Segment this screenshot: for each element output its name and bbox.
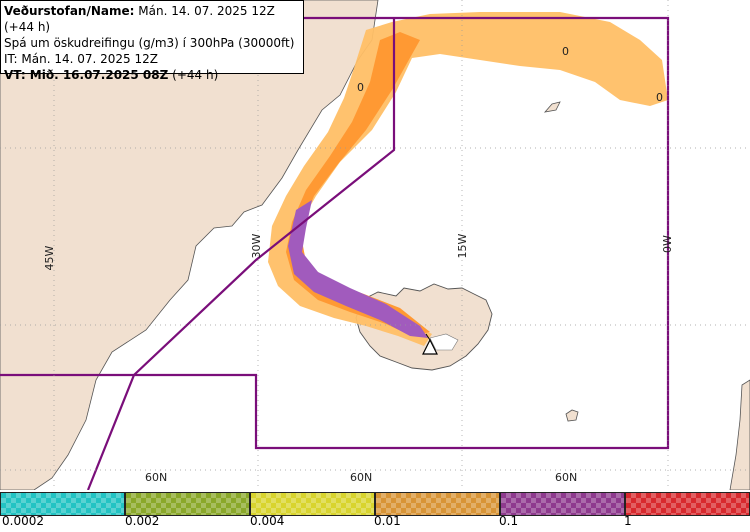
plume-marker-1: 0	[562, 45, 569, 58]
lon-label-0w: 0W	[661, 235, 674, 253]
info-line-4: VT: Mið. 16.07.2025 08Z (+44 h)	[4, 67, 300, 83]
faroe-islands	[565, 409, 579, 422]
info-line-1: Veðurstofan/Name: Mán. 14. 07. 2025 12Z …	[4, 3, 300, 35]
lat-label-2: 60N	[350, 471, 372, 484]
ash-dispersion-map: 45W 30W 15W 0W 60N 60N 60N 0 0 0	[0, 0, 750, 490]
info-valid-offset: (+44 h)	[168, 68, 219, 82]
lon-label-15w: 15W	[456, 233, 469, 258]
info-line-2: Spá um öskudreifingu (g/m3) í 300hPa (30…	[4, 36, 295, 50]
lon-label-30w: 30W	[250, 233, 263, 258]
legend-tick-5: 0.1	[499, 514, 519, 528]
legend-tick-4: 0.01	[374, 514, 401, 528]
lon-label-45w: 45W	[43, 245, 56, 270]
volcano-marker-icon	[422, 333, 438, 355]
forecast-info-box: Veðurstofan/Name: Mán. 14. 07. 2025 12Z …	[0, 0, 304, 82]
info-source-label: Veðurstofan/Name:	[4, 4, 135, 18]
legend-swatch-2	[125, 492, 250, 516]
greenland-land	[0, 0, 379, 490]
jan-mayen-island	[543, 101, 561, 113]
concentration-legend	[0, 490, 750, 532]
legend-swatch-5	[500, 492, 625, 516]
legend-swatch-3	[250, 492, 375, 516]
plume-marker-2: 0	[656, 91, 663, 104]
legend-swatch-1	[0, 492, 125, 516]
info-valid-time: VT: Mið. 16.07.2025 08Z	[4, 68, 169, 82]
lat-label-1: 60N	[145, 471, 167, 484]
graticule	[0, 0, 750, 490]
legend-tick-6: 1	[624, 514, 632, 528]
airspace-boundary	[0, 16, 670, 490]
legend-swatch-6	[625, 492, 750, 516]
legend-swatch-4	[375, 492, 500, 516]
info-line-3: IT: Mán. 14. 07. 2025 12Z	[4, 52, 158, 66]
glacier-patch	[429, 333, 459, 351]
legend-tick-2: 0.002	[125, 514, 160, 528]
plume-high-concentration	[288, 200, 428, 338]
info-source-time: Mán. 14. 07. 2025 12Z (+44 h)	[4, 4, 275, 34]
legend-tick-1: 0.0002	[2, 514, 44, 528]
legend-tick-3: 0.004	[250, 514, 285, 528]
plume-mid-concentration	[286, 32, 430, 336]
plume-marker-3: 0	[357, 81, 364, 94]
lat-label-3: 60N	[555, 471, 577, 484]
norway-coast-land	[729, 379, 750, 490]
